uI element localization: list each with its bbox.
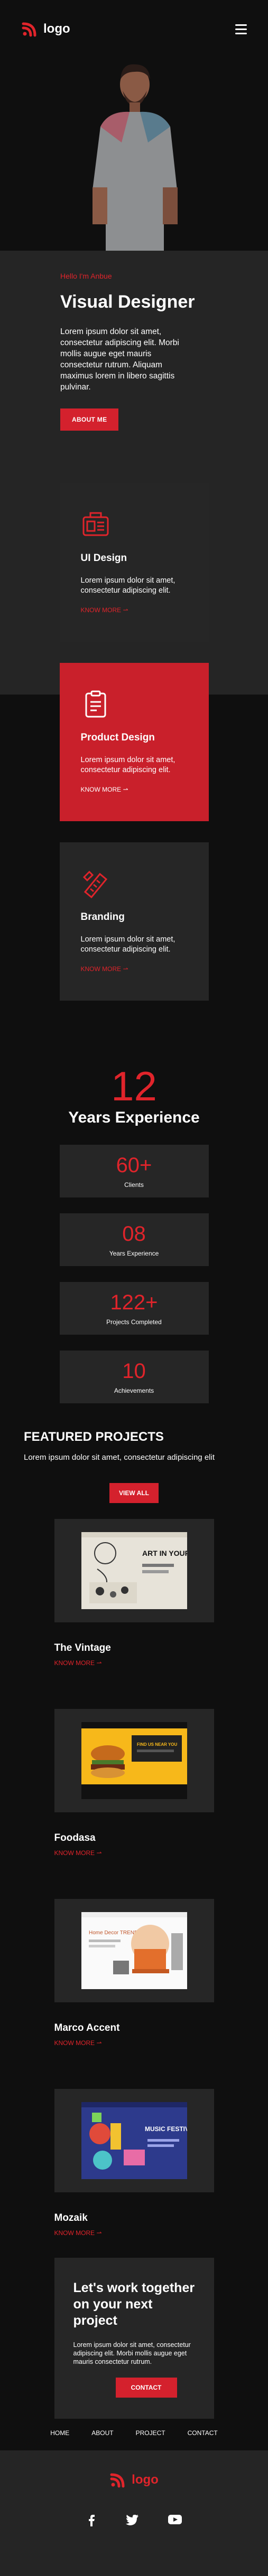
experience-section: 12 Years Experience 60+ Clients 08 Years…: [0, 1032, 268, 1403]
service-title: UI Design: [80, 553, 127, 564]
years-number: 12: [111, 1063, 157, 1109]
stat-label: Clients: [124, 1181, 144, 1189]
know-more-link[interactable]: KNOW MORE ⇀: [80, 786, 128, 793]
project-name: Foodasa: [54, 1832, 96, 1843]
know-more-link[interactable]: KNOW MORE ⇀: [54, 1849, 102, 1857]
twitter-icon[interactable]: [125, 2515, 138, 2525]
hero-kicker: Hello I'm Anbue: [60, 272, 112, 280]
hero-text: Lorem ipsum dolor sit amet, consectetur …: [60, 327, 179, 392]
service-text: Lorem ipsum dolor sit amet, consectetur …: [80, 576, 175, 595]
project-thumbnail[interactable]: ART IN YOUR SKIN: [54, 1519, 214, 1622]
project-name: The Vintage: [54, 1642, 111, 1653]
stat-value: 122+: [110, 1291, 158, 1314]
cta-title: Let's work together on your next project: [73, 2280, 195, 2328]
menu-icon[interactable]: [235, 24, 247, 34]
nav-project[interactable]: PROJECT: [135, 2429, 165, 2437]
service-card-product-design[interactable]: Product Design Lorem ipsum dolor sit ame…: [59, 663, 209, 821]
project-card[interactable]: FIND US NEAR YOU Foodasa KNOW MORE ⇀: [54, 1709, 214, 1857]
logo[interactable]: logo: [21, 21, 70, 37]
logo-icon: [22, 22, 36, 37]
facebook-icon[interactable]: [87, 2515, 96, 2526]
foodasa-thumb-text: FIND US NEAR YOU: [137, 1742, 178, 1747]
view-all-button[interactable]: VIEW ALL: [109, 1483, 159, 1503]
stat-value: 10: [122, 1360, 146, 1383]
service-card-ui-design[interactable]: UI Design Lorem ipsum dolor sit amet, co…: [59, 483, 209, 642]
project-card[interactable]: ART IN YOUR SKIN The Vintage KNOW MORE ⇀: [54, 1519, 214, 1667]
about-me-button[interactable]: ABOUT ME: [60, 408, 119, 431]
know-more-link[interactable]: KNOW MORE ⇀: [80, 606, 128, 614]
branding-icon: [82, 870, 107, 899]
cta-text: Lorem ipsum dolor sit amet, consectetur …: [73, 2341, 191, 2365]
footer-logo-text: logo: [132, 2473, 159, 2487]
stat-label: Achievements: [114, 1387, 154, 1394]
contact-button[interactable]: CONTACT: [115, 2378, 177, 2398]
services-section: UI Design Lorem ipsum dolor sit amet, co…: [0, 478, 268, 1032]
header: logo: [0, 0, 268, 58]
clipboard-icon: [85, 690, 106, 718]
service-text: Lorem ipsum dolor sit amet, consectetur …: [80, 935, 175, 954]
know-more-link[interactable]: KNOW MORE ⇀: [54, 2039, 102, 2047]
logo-icon: [110, 2473, 125, 2488]
stat-card: 08 Years Experience: [59, 1213, 209, 1266]
hero-photo: [0, 58, 268, 251]
marco-accent-thumbnail: Home Decor TRENDS: [81, 1912, 187, 1989]
hero-title: Visual Designer: [60, 292, 195, 312]
stat-value: 08: [122, 1222, 146, 1246]
stat-value: 60+: [116, 1154, 152, 1177]
nav-home[interactable]: HOME: [50, 2429, 70, 2437]
footer-nav: HOME ABOUT PROJECT CONTACT: [0, 2419, 268, 2450]
stat-card: 122+ Projects Completed: [59, 1282, 209, 1335]
nav-contact[interactable]: CONTACT: [187, 2429, 218, 2437]
mozaik-thumb-text: MUSIC FESTIVAL: [145, 2125, 187, 2133]
service-title: Product Design: [80, 732, 155, 743]
know-more-link[interactable]: KNOW MORE ⇀: [54, 2229, 102, 2237]
mozaik-thumbnail: MUSIC FESTIVAL: [81, 2102, 187, 2179]
cta-card: Let's work together on your next project…: [54, 2258, 214, 2419]
youtube-icon[interactable]: [168, 2515, 182, 2524]
service-card-branding[interactable]: Branding Lorem ipsum dolor sit amet, con…: [59, 842, 209, 1001]
service-title: Branding: [80, 911, 125, 923]
vintage-thumb-text: ART IN YOUR SKIN: [142, 1549, 187, 1557]
social-links: [87, 2515, 182, 2526]
project-card[interactable]: MUSIC FESTIVAL Mozaik KNOW MORE ⇀: [54, 2089, 214, 2237]
project-name: Marco Accent: [54, 2022, 120, 2033]
service-text: Lorem ipsum dolor sit amet, consectetur …: [80, 756, 175, 774]
vintage-thumbnail: ART IN YOUR SKIN: [81, 1532, 187, 1609]
design-icon: [82, 512, 108, 536]
know-more-link[interactable]: KNOW MORE ⇀: [54, 1659, 102, 1667]
project-thumbnail[interactable]: MUSIC FESTIVAL: [54, 2089, 214, 2192]
featured-title: FEATURED PROJECTS: [24, 1430, 164, 1444]
featured-section: FEATURED PROJECTS Lorem ipsum dolor sit …: [0, 1419, 268, 2237]
person-image: [79, 58, 190, 251]
know-more-link[interactable]: KNOW MORE ⇀: [80, 965, 128, 973]
footer: logo: [0, 2450, 268, 2576]
marco-thumb-text: Home Decor TRENDS: [89, 1930, 142, 1936]
years-label: Years Experience: [68, 1109, 200, 1126]
logo-text: logo: [43, 22, 70, 36]
project-thumbnail[interactable]: Home Decor TRENDS: [54, 1899, 214, 2002]
featured-subtitle: Lorem ipsum dolor sit amet, consectetur …: [24, 1453, 215, 1462]
project-card[interactable]: Home Decor TRENDS Marco Accent KNOW MORE…: [54, 1899, 214, 2047]
footer-logo[interactable]: logo: [109, 2472, 159, 2488]
project-thumbnail[interactable]: FIND US NEAR YOU: [54, 1709, 214, 1812]
foodasa-thumbnail: FIND US NEAR YOU: [81, 1722, 187, 1799]
stat-label: Projects Completed: [106, 1318, 162, 1326]
nav-about[interactable]: ABOUT: [91, 2429, 114, 2437]
stat-label: Years Experience: [109, 1250, 159, 1257]
project-name: Mozaik: [54, 2212, 88, 2223]
hero-section: Hello I'm Anbue Visual Designer Lorem ip…: [0, 251, 268, 478]
stat-card: 10 Achievements: [59, 1351, 209, 1403]
stat-card: 60+ Clients: [59, 1145, 209, 1197]
